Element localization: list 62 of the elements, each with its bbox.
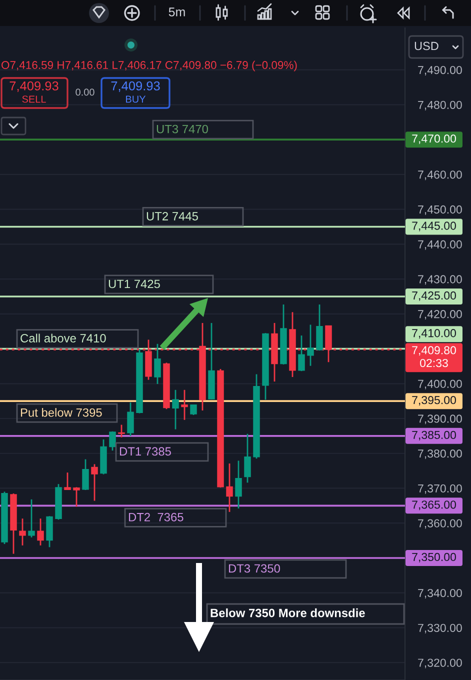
candlestick: [316, 304, 323, 352]
text: 7,445.00: [412, 222, 456, 232]
candlestick: [118, 424, 125, 438]
text: 7,365.00: [412, 500, 456, 510]
text: 7,425.00: [412, 291, 456, 301]
text: 7,350.00: [412, 552, 456, 562]
candlestick: [127, 402, 134, 437]
ref-line-label: Put below 7395: [20, 408, 102, 417]
text: 7,395.00: [412, 396, 456, 406]
candlestick: [244, 433, 251, 484]
candlestick: [82, 458, 89, 491]
ref-line-label: Call above 7410: [20, 334, 106, 342]
y-tick-label: 7,380.00: [418, 449, 462, 460]
candlestick: [73, 486, 80, 508]
candlestick: [226, 462, 233, 513]
text: 7,470.00: [412, 134, 456, 144]
annotation: BUY: [126, 96, 146, 103]
text: 7,385.00: [412, 430, 456, 440]
annotation: Below 7350 More downsdie: [210, 608, 365, 618]
y-tick-label: 7,490.00: [418, 66, 462, 76]
candlestick: [46, 515, 53, 548]
text: 7,409.80 02:33: [412, 346, 456, 368]
text: 7,410.00: [412, 329, 456, 339]
y-tick-label: 7,340.00: [418, 588, 462, 598]
candlestick: [37, 518, 44, 546]
candlestick: [64, 472, 71, 491]
annotation: SELL: [22, 96, 46, 103]
text: USD: [414, 42, 438, 50]
candlestick: [172, 389, 179, 430]
annotation: 0.00: [76, 88, 94, 96]
candlestick: [109, 430, 116, 452]
y-tick-label: 7,370.00: [418, 484, 462, 494]
y-tick-label: 7,430.00: [418, 275, 462, 285]
ref-line-label: UT2 7445: [146, 212, 198, 220]
annotation: 7,409.93: [10, 81, 58, 92]
text: O7,416.59 H7,416.61 L7,406.17 C7,409.80 −6.79 (−0.09%): [2, 60, 297, 72]
candlestick: [154, 343, 161, 385]
annotation: 7,409.93: [111, 81, 160, 92]
y-tick-label: 7,440.00: [418, 240, 462, 250]
y-tick-label: 7,460.00: [418, 170, 462, 180]
candlestick: [298, 334, 305, 372]
text: 5m: [168, 8, 185, 16]
ref-line-label: DT3 7350: [228, 564, 280, 573]
candlestick: [91, 463, 98, 502]
ref-line-label: DT2 7365: [128, 512, 184, 522]
y-tick-label: 7,420.00: [418, 310, 462, 320]
candlestick: [19, 518, 26, 546]
candlestick: [307, 324, 314, 367]
candlestick: [181, 389, 188, 421]
candlestick: [190, 404, 197, 416]
candlestick: [235, 460, 242, 510]
y-tick-label: 7,480.00: [418, 100, 462, 110]
y-tick-label: 7,390.00: [418, 414, 462, 424]
y-tick-label: 7,330.00: [418, 624, 462, 634]
y-tick-label: 7,320.00: [418, 658, 462, 668]
ref-line-label: DT1 7385: [120, 447, 171, 456]
candlestick: [28, 498, 35, 538]
y-tick-label: 7,400.00: [418, 380, 462, 390]
y-tick-label: 7,360.00: [418, 519, 462, 529]
ref-line-label: UT1 7425: [108, 280, 160, 288]
y-tick-label: 7,450.00: [418, 205, 462, 215]
ref-line-label: UT3 7470: [156, 124, 208, 134]
